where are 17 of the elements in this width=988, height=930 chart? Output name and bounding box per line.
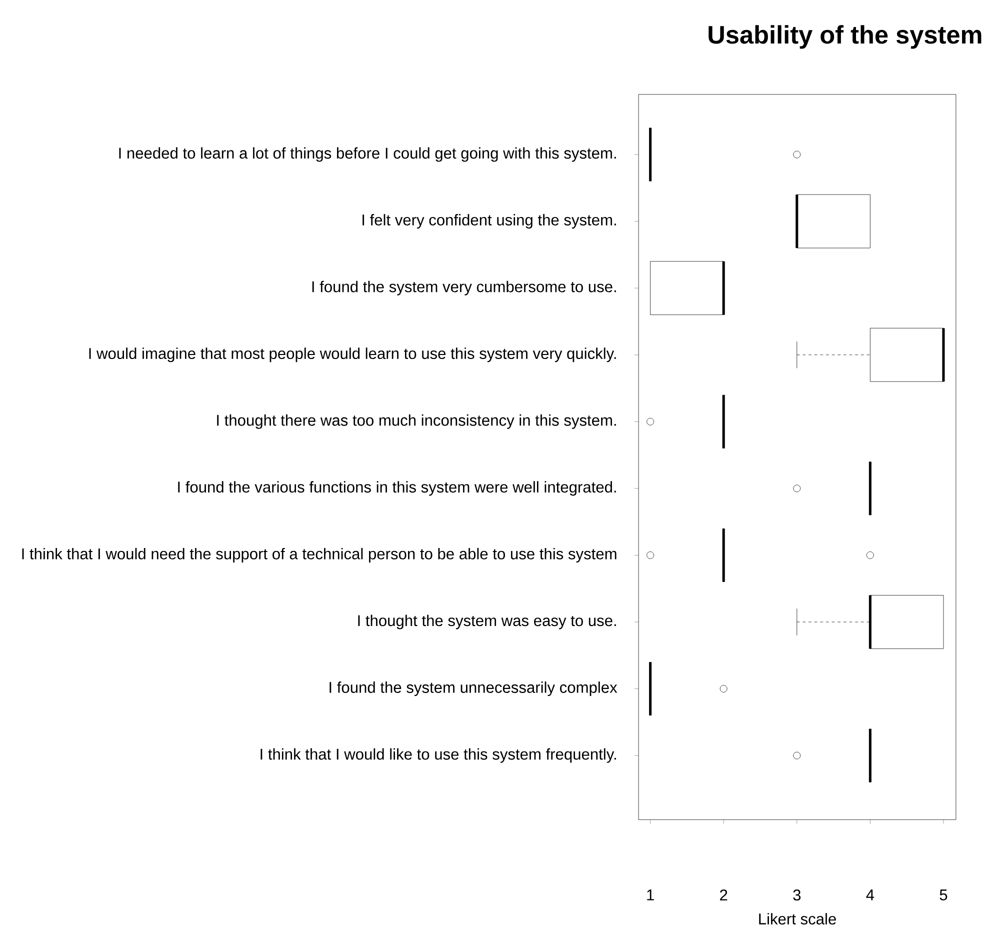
y-tick-label: I thought there was too much inconsistency in this system. xyxy=(217,414,616,430)
x-tick-label: 3 xyxy=(793,890,801,901)
y-tick-label: I think that I would need the support of a technical person to be able to use this system xyxy=(22,548,616,563)
y-tick-label: I found the various functions in this system were well integrated. xyxy=(178,481,616,496)
x-axis-title: Likert scale xyxy=(759,913,836,925)
chart-title: Usability of the system xyxy=(708,25,982,49)
x-tick-label: 2 xyxy=(720,890,728,901)
x-tick-label: 1 xyxy=(647,890,654,900)
x-tick-label: 5 xyxy=(940,890,948,901)
y-tick-label: I would imagine that most people would learn to use this system very quickly. xyxy=(89,348,616,362)
x-tick-label: 4 xyxy=(866,890,874,900)
y-tick-label: I found the system unnecessarily complex xyxy=(330,682,618,696)
y-tick-label: I needed to learn a lot of things before I could get going with this system. xyxy=(119,147,616,162)
y-tick-label: I found the system very cumbersome to use. xyxy=(312,280,616,296)
y-tick-label: I felt very confident using the system. xyxy=(362,214,616,229)
y-tick-label: I think that I would like to use this system frequently. xyxy=(260,748,616,763)
y-tick-label: I thought the system was easy to use. xyxy=(358,614,616,630)
